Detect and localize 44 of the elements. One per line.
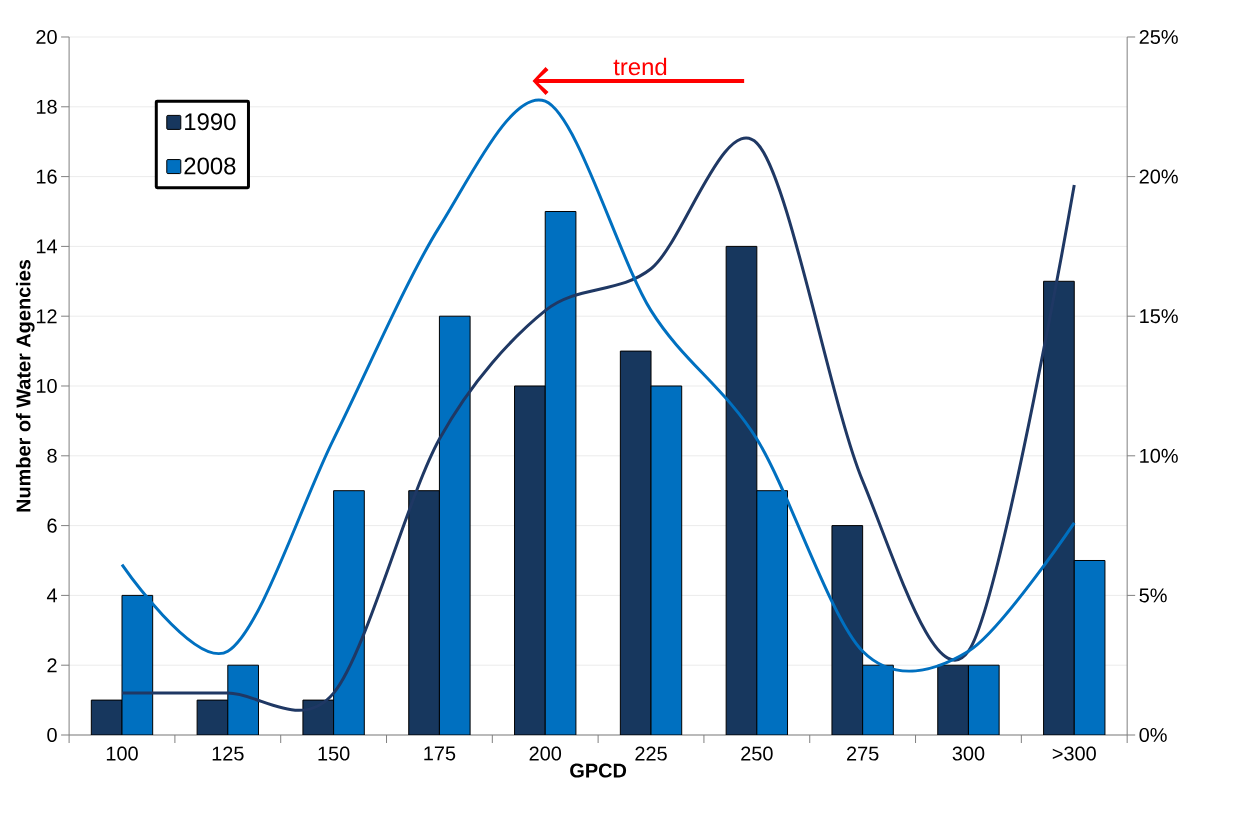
y-tick-label: 4 <box>46 588 57 603</box>
y2-tick-label: 20% <box>1139 169 1178 184</box>
bar <box>725 245 758 735</box>
x-tick-label: 175 <box>424 746 456 761</box>
x-tick-label: >300 <box>1052 746 1096 761</box>
bar <box>514 385 546 735</box>
legend-label: 2008 <box>184 157 236 175</box>
y-tick-label: 18 <box>36 99 57 114</box>
y-tick-label: 0 <box>47 727 57 743</box>
y-axis-title: Number of Water Agencies <box>15 259 35 512</box>
x-tick-label: 100 <box>106 746 138 761</box>
legend-label: 1990 <box>185 113 236 131</box>
y2-tick-label: 0% <box>1139 727 1167 743</box>
y-tick-label: 6 <box>47 518 57 533</box>
y2-tick-label: 10% <box>1140 448 1178 463</box>
x-axis-title: GPCD <box>570 763 627 778</box>
bar <box>650 385 683 735</box>
annotation: trend <box>613 57 667 76</box>
y-tick-label: 12 <box>36 309 57 324</box>
x-tick-label: 200 <box>529 746 562 761</box>
y-tick-label: 20 <box>36 29 57 45</box>
y-tick-label: 10 <box>36 378 57 394</box>
x-tick-label: 125 <box>212 746 244 761</box>
x-tick-label: 225 <box>635 746 667 761</box>
y-tick-label: 16 <box>36 169 57 184</box>
x-tick-label: 150 <box>318 746 350 761</box>
bar <box>438 315 471 735</box>
x-tick-label: 300 <box>952 746 985 761</box>
bar <box>544 210 577 735</box>
y-tick-label: 14 <box>36 239 57 254</box>
bar <box>1073 560 1106 735</box>
bar <box>937 664 969 735</box>
x-tick-label: 250 <box>741 746 773 761</box>
bar <box>831 525 864 735</box>
y2-tick-label: 5% <box>1139 588 1167 603</box>
bar <box>227 664 259 735</box>
bar <box>967 664 1000 735</box>
y-tick-label: 2 <box>47 658 57 673</box>
y2-tick-label: 15% <box>1140 309 1178 324</box>
x-tick-label: 275 <box>847 746 879 761</box>
y-tick-label: 8 <box>47 448 57 463</box>
bar <box>333 490 365 735</box>
bar <box>619 350 652 735</box>
y2-tick-label: 25% <box>1139 29 1178 45</box>
